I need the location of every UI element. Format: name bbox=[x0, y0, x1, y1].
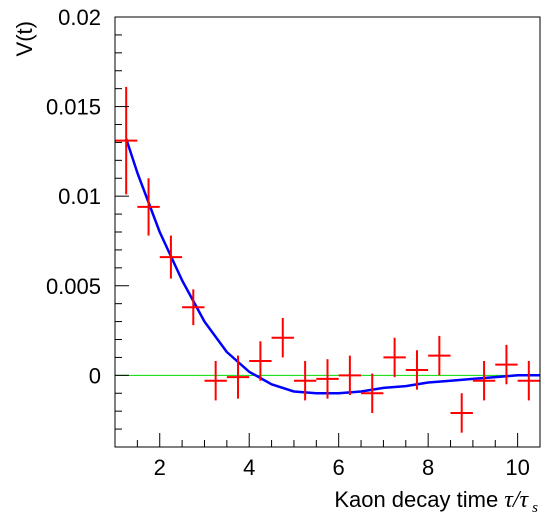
y-tick-label: 0.005 bbox=[46, 274, 101, 299]
data-point bbox=[405, 350, 429, 390]
data-point bbox=[361, 373, 384, 413]
x-tick-label: 2 bbox=[154, 455, 166, 480]
x-tick-label: 8 bbox=[422, 455, 434, 480]
data-point bbox=[204, 361, 227, 401]
fit-curve bbox=[125, 138, 540, 395]
data-point bbox=[159, 235, 183, 279]
data-point bbox=[249, 341, 272, 381]
data-point bbox=[316, 359, 339, 399]
y-axis-title: V(t) bbox=[12, 21, 37, 56]
data-point bbox=[495, 344, 518, 385]
data-point bbox=[428, 335, 451, 376]
data-point bbox=[517, 361, 540, 401]
data-point bbox=[271, 318, 294, 358]
x-tick-label: 4 bbox=[243, 455, 255, 480]
y-tick-label: 0.015 bbox=[46, 95, 101, 120]
data-point bbox=[226, 355, 250, 399]
data-point bbox=[472, 361, 496, 401]
data-point bbox=[383, 337, 406, 378]
data-point bbox=[338, 355, 362, 396]
data-point bbox=[293, 361, 317, 401]
x-tick-label: 10 bbox=[505, 455, 529, 480]
x-tick-label: 6 bbox=[333, 455, 345, 480]
data-point bbox=[182, 289, 205, 326]
y-tick-label: 0 bbox=[89, 363, 101, 388]
y-tick-label: 0.02 bbox=[58, 5, 101, 30]
x-axis-title: Kaon decay time τ/τ s bbox=[334, 487, 538, 516]
data-point bbox=[137, 178, 160, 236]
data-point bbox=[450, 393, 473, 433]
y-tick-label: 0.01 bbox=[58, 184, 101, 209]
data-point bbox=[115, 86, 138, 195]
